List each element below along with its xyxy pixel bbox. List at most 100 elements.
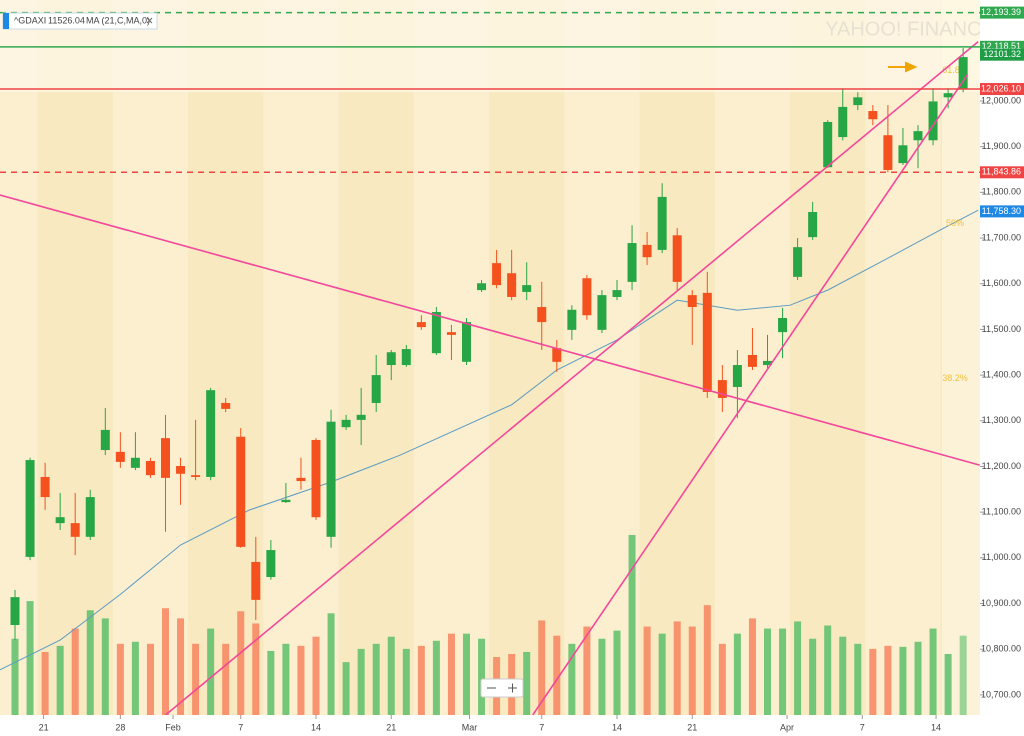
- volume-bar: [613, 630, 621, 715]
- candle-body: [55, 517, 65, 524]
- x-tick-label: 14: [311, 722, 321, 732]
- candle-body: [161, 438, 170, 478]
- layer: 61.8% 50% 38.2%: [0, 11, 980, 716]
- candle-body: [898, 145, 908, 164]
- candle-body: [838, 106, 848, 138]
- candle-body: [236, 436, 246, 547]
- candle-body: [883, 135, 893, 170]
- legend-ma: MA (21,C,MA,0): [86, 15, 150, 25]
- volume-bar: [944, 653, 952, 715]
- volume-bar: [207, 628, 215, 715]
- candle-body: [913, 131, 923, 141]
- candle-body: [341, 419, 351, 428]
- y-tick-label: 11,600.00: [982, 278, 1021, 288]
- x-tick-label: 7: [860, 722, 865, 732]
- volume-bar: [11, 638, 19, 715]
- candle-body: [552, 348, 562, 362]
- legend-symbol: ^GDAXI: [14, 15, 46, 25]
- volume-bar: [162, 608, 169, 715]
- x-tick-label: 14: [931, 722, 941, 732]
- candle-body: [567, 309, 577, 330]
- candle-body: [492, 263, 502, 286]
- candle-body: [431, 312, 441, 354]
- volume-bar: [222, 643, 230, 715]
- volume-bar: [252, 623, 260, 715]
- volume-bar: [628, 535, 636, 715]
- y-tick-label: 11,200.00: [982, 461, 1021, 471]
- volume-bar: [327, 613, 335, 715]
- axes: 10,700.00 10,800.00 10,900.00 11,000.00 11,1…: [39, 6, 1024, 732]
- band: [489, 0, 565, 715]
- volume-bar: [899, 646, 907, 715]
- candle-body: [672, 235, 682, 282]
- volume-bar: [673, 621, 681, 715]
- volume-bar: [101, 618, 109, 715]
- candle-body: [25, 460, 35, 557]
- candle-body: [100, 429, 110, 451]
- zoom-in[interactable]: [508, 683, 517, 693]
- volume-bar: [553, 635, 561, 715]
- volume-bar: [658, 633, 666, 715]
- candle-body: [371, 375, 381, 403]
- candle-body: [10, 597, 20, 625]
- level-label: 12,118.51: [982, 41, 1021, 51]
- future-zone: [942, 0, 980, 715]
- candle-body: [943, 93, 953, 98]
- y-tick-label: 11,900.00: [982, 141, 1021, 151]
- candle-body: [522, 285, 532, 292]
- legend: ^GDAXI 11526.04 MA (21,C,MA,0): [2, 12, 158, 30]
- volume-bar: [869, 648, 877, 715]
- volume-bar: [71, 628, 79, 715]
- volume-bar: [809, 638, 817, 715]
- candle-body: [597, 295, 607, 330]
- y-tick-label: 10,700.00: [981, 689, 1021, 699]
- candle-body: [657, 196, 667, 250]
- level-tag: [980, 6, 1024, 19]
- candle-body: [356, 414, 366, 420]
- volume-bar: [929, 628, 937, 715]
- volume-bar: [447, 633, 455, 715]
- volume-bar: [312, 636, 320, 715]
- candle-body: [296, 477, 306, 482]
- candle-body: [778, 317, 788, 333]
- volume-bar: [748, 618, 756, 715]
- candle-body: [416, 322, 426, 328]
- candle-body: [702, 292, 712, 392]
- volume-bar: [372, 643, 380, 715]
- x-tick-label: Apr: [780, 722, 794, 732]
- volume-bar: [794, 621, 802, 715]
- candle-body: [507, 273, 517, 297]
- band: [188, 0, 264, 715]
- price-axis: [980, 0, 1024, 736]
- last-price-label: 12101.32: [983, 49, 1021, 59]
- trendline: [0, 194, 980, 466]
- volume-bar: [824, 625, 832, 715]
- close-icon[interactable]: [146, 17, 153, 24]
- y-tick-label: 11,300.00: [982, 415, 1021, 425]
- candle-body: [627, 243, 637, 282]
- candle-body: [612, 290, 622, 297]
- volume-bar: [237, 611, 245, 715]
- ma-tag-label: 11,758.30: [982, 206, 1021, 216]
- candle-body: [793, 247, 803, 277]
- volume-bar: [854, 643, 862, 715]
- fib-label: 38.2%: [942, 373, 968, 383]
- candle-body: [868, 111, 878, 120]
- candle-body: [462, 322, 471, 362]
- candle-body: [763, 360, 772, 366]
- y-tick-label: 11,000.00: [982, 552, 1021, 562]
- y-tick-label: 11,100.00: [982, 507, 1021, 517]
- candle-body: [281, 499, 291, 503]
- candle-body: [251, 561, 261, 600]
- volume-bar: [583, 626, 591, 715]
- x-tick-label: Mar: [462, 722, 478, 732]
- level-label: 11,843.86: [982, 167, 1021, 177]
- volume-bar: [41, 651, 49, 715]
- band: [790, 0, 866, 715]
- x-tick-label: 7: [539, 722, 544, 732]
- candle-body: [386, 352, 396, 366]
- volume-bar: [282, 643, 290, 715]
- candle-body: [266, 550, 276, 578]
- candle-body: [206, 390, 216, 477]
